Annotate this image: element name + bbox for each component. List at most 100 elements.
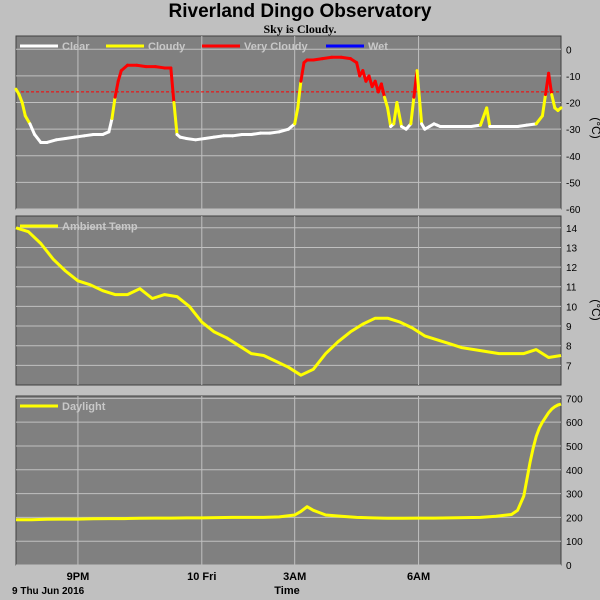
sky-segment: [82, 132, 95, 138]
sky-segment: [184, 136, 198, 142]
sky-segment: [547, 71, 554, 97]
sky-segment: [212, 134, 225, 139]
y-tick-label: 700: [566, 394, 583, 405]
sky-segment: [311, 57, 325, 62]
y-tick-label: 8: [566, 342, 572, 353]
sky-segment: [54, 136, 68, 142]
x-axis-title: Time: [274, 585, 299, 597]
sky-segment: [550, 93, 557, 110]
daylight-y-tick-labels: 0 100 200 300 400 500 600 700: [566, 394, 583, 572]
legend-daylight-label: Daylight: [62, 401, 106, 413]
legend-very-cloudy-label: Very Cloudy: [244, 41, 308, 53]
ambient-series-line: [15, 226, 562, 377]
sky-segment: [534, 114, 544, 126]
page-title: Riverland Dingo Observatory: [168, 1, 432, 22]
daylight-line: [16, 402, 562, 522]
sky-segment: [409, 95, 416, 126]
sky-segment: [203, 135, 216, 140]
sky-segment: [299, 61, 306, 83]
legend-clear-label: Clear: [62, 41, 90, 53]
sky-segment: [110, 95, 117, 121]
y-tick-label: 400: [566, 466, 583, 477]
ambient-legend: Ambient Temp: [20, 221, 138, 233]
sky-segment: [525, 122, 538, 127]
y-tick-label: 7: [566, 361, 572, 372]
sky-segment: [415, 69, 424, 126]
y-tick-label: -40: [566, 152, 581, 163]
sky-segment: [153, 65, 167, 70]
y-tick-label: 0: [566, 561, 572, 572]
sky-segment: [135, 63, 148, 69]
ambient-y-axis-label: (°C): [589, 299, 600, 320]
sky-segment: [20, 101, 27, 118]
y-tick-label: -10: [566, 72, 581, 83]
ambient-grid: [16, 216, 561, 385]
y-tick-label: 12: [566, 263, 578, 274]
sky-segment: [113, 79, 120, 99]
ambient-panel: 7 8 9 10 11 12 13 14 (°C) Ambient Temp: [15, 215, 600, 386]
sky-segment: [172, 101, 179, 136]
sky-segment: [194, 136, 207, 142]
x-tick-label: 3AM: [283, 571, 306, 583]
sky-series-line: [14, 55, 563, 144]
sky-segment: [379, 82, 386, 99]
ambient-plot-area: [15, 215, 562, 386]
daylight-series-line: [16, 402, 562, 522]
sky-segment: [249, 131, 263, 136]
y-tick-label: -50: [566, 178, 581, 189]
y-tick-label: 300: [566, 490, 583, 501]
y-tick-label: 14: [566, 224, 578, 235]
daylight-panel: 0 100 200 300 400 500 600 700 Daylight: [15, 394, 583, 572]
y-tick-label: 500: [566, 442, 583, 453]
sky-segment: [277, 127, 290, 134]
y-tick-label: 0: [566, 45, 572, 56]
sky-segment: [355, 61, 362, 78]
daylight-legend: Daylight: [20, 401, 106, 413]
sky-segment: [45, 138, 58, 144]
y-tick-label: 200: [566, 513, 583, 524]
sky-segment: [64, 135, 77, 140]
sky-segment: [107, 117, 114, 134]
sky-segment: [339, 55, 352, 61]
legend-cloudy-label: Cloudy: [148, 41, 186, 53]
sky-segment: [469, 123, 482, 128]
sky-segment: [321, 55, 334, 61]
sky-segment: [169, 66, 176, 105]
y-tick-label: 13: [566, 243, 578, 254]
y-tick-label: 100: [566, 537, 583, 548]
x-date-label: 9 Thu Jun 2016: [12, 586, 85, 597]
legend-wet-label: Wet: [368, 41, 388, 53]
sky-segment: [540, 93, 548, 118]
ambient-y-tick-labels: 7 8 9 10 11 12 13 14: [566, 224, 578, 373]
page-subtitle: Sky is Cloudy.: [263, 22, 337, 36]
sky-legend: Clear Cloudy Very Cloudy Wet: [20, 41, 388, 53]
sky-segment: [116, 69, 123, 83]
sky-segment: [293, 106, 300, 126]
ambient-line: [15, 226, 562, 377]
x-tick-labels: 9PM 10 Fri 3AM 6AM: [67, 571, 431, 583]
sky-segment: [231, 132, 244, 138]
sky-segment: [28, 122, 37, 136]
x-tick-label: 10 Fri: [187, 571, 216, 583]
y-tick-label: 10: [566, 302, 578, 313]
sky-y-axis-label: (°C): [589, 117, 600, 138]
sky-segment: [33, 132, 43, 144]
x-tick-label: 9PM: [67, 571, 90, 583]
sky-panel: 0 -10 -20 -30 -40 -50 -60 (°C) Clear Cloudy Ve…: [14, 35, 600, 216]
y-tick-label: -30: [566, 125, 581, 136]
legend-ambient-label: Ambient Temp: [62, 221, 138, 233]
daylight-plot-area: [15, 395, 562, 566]
y-tick-label: 11: [566, 283, 577, 294]
y-tick-label: -60: [566, 205, 581, 216]
y-tick-label: -20: [566, 99, 581, 110]
sky-segment: [485, 106, 492, 128]
sky-y-tick-labels: 0 -10 -20 -30 -40 -50 -60: [566, 45, 581, 216]
sky-segment: [395, 101, 404, 128]
sky-segment: [23, 114, 32, 126]
x-tick-label: 6AM: [407, 571, 430, 583]
y-tick-label: 9: [566, 322, 572, 333]
sky-plot-area: [15, 35, 562, 210]
sky-segment: [296, 79, 303, 110]
y-tick-label: 600: [566, 418, 583, 429]
